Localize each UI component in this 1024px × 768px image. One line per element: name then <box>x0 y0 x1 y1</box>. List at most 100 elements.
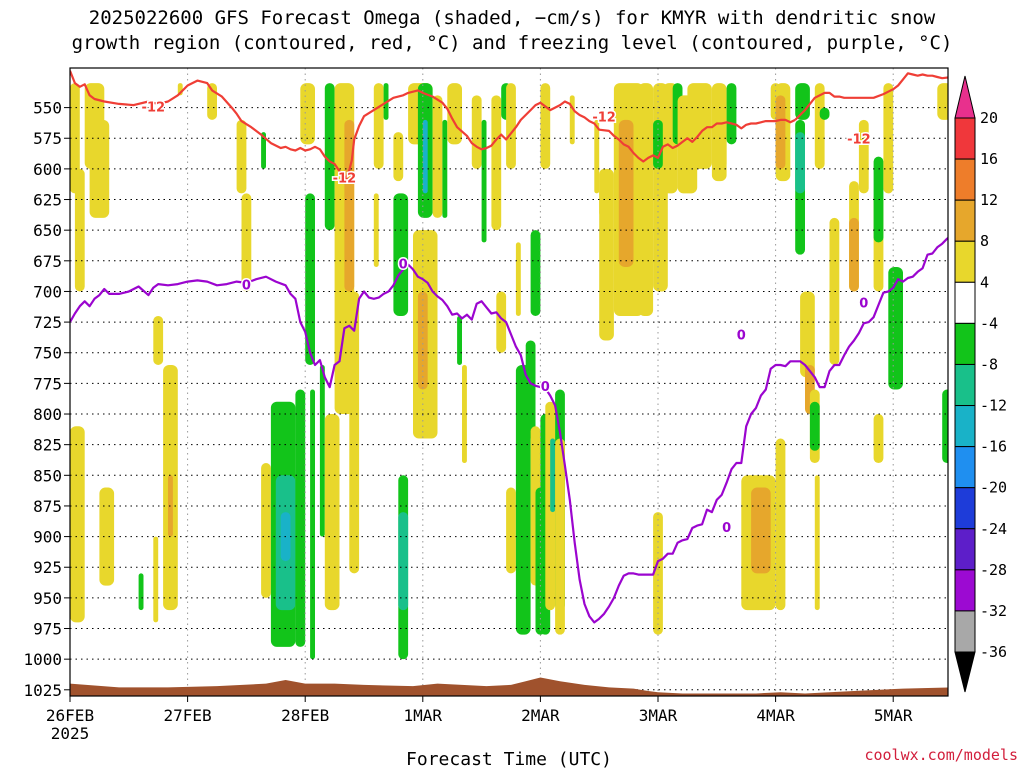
y-tick-label: 550 <box>33 99 62 118</box>
omega-region <box>687 83 712 169</box>
x-tick-sublabel: 2025 <box>51 724 90 743</box>
x-tick-label: 28FEB <box>281 706 329 725</box>
dendritic-contour-label: -12 <box>847 132 871 147</box>
omega-region <box>795 83 810 120</box>
omega-region <box>457 315 462 365</box>
omega-region <box>324 414 340 611</box>
freezing-level-contour-label: 0 <box>399 257 408 272</box>
omega-region <box>883 83 894 194</box>
y-tick-label: 650 <box>33 221 62 240</box>
y-tick-label: 800 <box>33 405 62 424</box>
omega-region <box>373 83 384 169</box>
x-axis-title: Forecast Time (UTC) <box>406 749 612 768</box>
omega-region <box>89 119 110 218</box>
y-tick-label: 750 <box>33 344 62 363</box>
chart-title-line-2: growth region (contoured, red, °C) and f… <box>71 32 953 54</box>
terrain-fill <box>70 677 948 696</box>
omega-region <box>417 291 428 390</box>
colorbar-label: 8 <box>980 232 989 250</box>
omega-region <box>295 389 306 647</box>
dendritic-contour-layer: -12 -12 -12 -12 <box>70 70 948 188</box>
omega-region <box>775 438 786 611</box>
chart-title: 2025022600 GFS Forecast Omega (shaded, −… <box>0 6 1024 56</box>
omega-region <box>814 83 825 169</box>
colorbar-bin <box>954 569 976 612</box>
omega-region <box>373 193 379 267</box>
y-tick-label: 1000 <box>23 650 62 669</box>
omega-region <box>99 487 115 586</box>
freezing-level-contour-line <box>70 236 948 624</box>
y-tick-label: 850 <box>33 466 62 485</box>
colorbar-label: -12 <box>980 397 1007 415</box>
omega-region <box>261 132 266 169</box>
omega-region <box>261 463 271 598</box>
omega-region <box>569 95 575 145</box>
colorbar: 20 16 12 8 4 -4 -8 -12 -16 -20 -24 -28 -32 -36 <box>954 75 1007 693</box>
omega-region <box>506 487 516 574</box>
omega-region <box>506 83 516 169</box>
colorbar-bin <box>954 487 976 530</box>
omega-region <box>138 573 144 611</box>
colorbar-label: -8 <box>980 355 998 373</box>
x-tick-label: 5MAR <box>874 706 913 725</box>
omega-region <box>888 266 903 390</box>
omega-region <box>481 119 487 243</box>
dendritic-contour-line <box>70 70 351 184</box>
omega-region <box>525 340 536 439</box>
y-axis: 550 575 600 625 650 675 700 725 750 775 800 825 850 8… <box>23 99 70 700</box>
x-tick-label: 2MAR <box>521 706 560 725</box>
y-tick-label: 925 <box>33 558 62 577</box>
colorbar-bin <box>954 363 976 407</box>
colorbar-bin <box>954 405 976 448</box>
omega-region <box>599 168 614 341</box>
grid-layer <box>70 68 948 696</box>
omega-region <box>471 95 482 169</box>
colorbar-label: -24 <box>980 520 1007 538</box>
omega-region <box>809 401 820 451</box>
y-tick-label: 575 <box>33 129 62 148</box>
omega-region <box>153 315 164 365</box>
x-tick-label: 4MAR <box>756 706 795 725</box>
colorbar-bin <box>954 240 976 283</box>
omega-region <box>775 95 786 169</box>
omega-region <box>393 193 409 316</box>
omega-region <box>70 83 80 194</box>
omega-region <box>310 389 315 660</box>
dendritic-contour-line <box>343 89 796 183</box>
omega-region <box>530 230 541 316</box>
omega-region <box>236 119 247 194</box>
colorbar-bin <box>954 610 976 653</box>
y-tick-label: 775 <box>33 374 62 393</box>
colorbar-label: 20 <box>980 109 998 127</box>
colorbar-label: 16 <box>980 150 998 168</box>
omega-region <box>422 119 428 194</box>
y-tick-label: 1025 <box>23 681 62 700</box>
plot-area: -12 -12 -12 -12 0 0 0 0 0 0 <box>70 68 948 696</box>
dendritic-contour-label: -12 <box>142 101 166 116</box>
colorbar-bin <box>954 281 976 324</box>
colorbar-label: 12 <box>980 191 998 209</box>
freezing-level-contour-label: 0 <box>859 297 868 312</box>
omega-region <box>937 83 948 120</box>
omega-region <box>942 389 948 464</box>
colorbar-top-triangle <box>954 75 976 119</box>
omega-region <box>324 83 335 231</box>
omega-region <box>638 83 654 316</box>
colorbar-bottom-triangle <box>954 651 976 693</box>
colorbar-label: -16 <box>980 438 1007 456</box>
credit-text: coolwx.com/models <box>864 746 1018 764</box>
omega-region <box>241 193 252 292</box>
omega-region <box>829 217 840 365</box>
omega-region <box>319 364 325 537</box>
omega-region <box>819 107 830 120</box>
x-tick-label: 3MAR <box>639 706 678 725</box>
omega-region <box>491 95 502 231</box>
y-tick-label: 625 <box>33 191 62 210</box>
freezing-level-contour-label: 0 <box>242 278 251 293</box>
omega-region <box>349 291 360 574</box>
dendritic-contour-line <box>794 72 948 121</box>
freezing-contour-layer: 0 0 0 0 0 0 <box>70 236 948 624</box>
colorbar-label: -4 <box>980 314 998 332</box>
colorbar-label: -28 <box>980 561 1007 579</box>
